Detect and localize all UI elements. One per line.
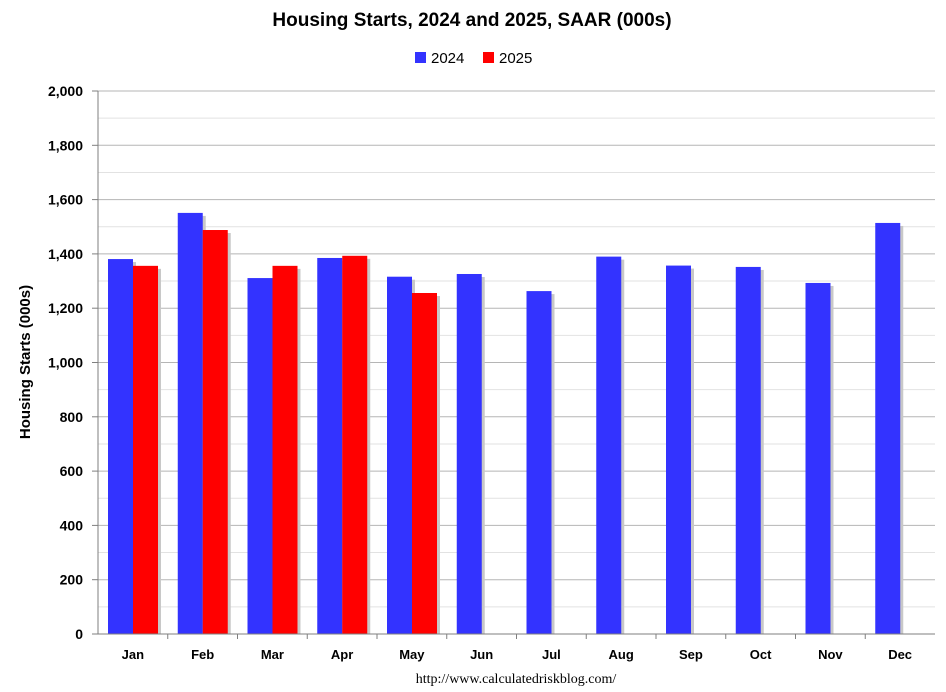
x-tick-label: May	[399, 647, 425, 662]
x-tick-labels: Jan Feb Mar Apr May Jun Jul Aug Sep Oct Nov Dec	[122, 647, 912, 662]
legend-swatch-2024	[415, 52, 426, 63]
legend-swatch-2025	[483, 52, 494, 63]
x-tick-label: Dec	[888, 647, 912, 662]
bar-2025-mar	[272, 265, 298, 634]
y-tick-label: 600	[60, 463, 84, 479]
bar-2024-jul	[526, 291, 552, 634]
bar-2025-feb	[202, 230, 228, 634]
x-tick-label: Jan	[122, 647, 144, 662]
legend: 2024 2025	[415, 50, 532, 67]
bar-2024-apr	[317, 257, 343, 634]
bar-2024-dec	[875, 222, 901, 634]
y-tick-label: 1,200	[48, 300, 83, 316]
y-tick-label: 1,600	[48, 192, 83, 208]
gridlines	[98, 90, 935, 608]
x-tick-label: Nov	[818, 647, 843, 662]
bar-2024-sep	[666, 265, 691, 634]
y-tick-label: 800	[60, 409, 84, 425]
x-tick-label: Oct	[750, 647, 772, 662]
bar-2024-aug	[596, 256, 622, 634]
bar-2025-may	[412, 292, 437, 634]
x-tick-label: Feb	[191, 647, 214, 662]
x-tick-label: Apr	[331, 647, 353, 662]
bar-2024-may	[387, 276, 412, 634]
bar-2024-oct	[735, 266, 761, 634]
x-tick-label: Sep	[679, 647, 703, 662]
x-tick-label: Aug	[608, 647, 633, 662]
y-tick-label: 1,400	[48, 246, 83, 262]
y-tick-label: 0	[75, 626, 83, 642]
y-tick-label: 200	[60, 572, 84, 588]
y-tick-label: 1,800	[48, 137, 83, 153]
x-tick-label: Jun	[470, 647, 493, 662]
bar-2024-jun	[456, 273, 482, 634]
legend-label-2025: 2025	[499, 50, 532, 67]
x-tick-label: Jul	[542, 647, 561, 662]
x-tick-label: Mar	[261, 647, 284, 662]
y-tick-label: 400	[60, 517, 84, 533]
source-url: http://www.calculatedriskblog.com/	[416, 672, 617, 687]
y-tick-labels: 0 200 400 600 800 1,000 1,200 1,400 1,600 1,800 2,…	[48, 83, 83, 642]
bar-2024-mar	[247, 278, 273, 634]
bar-2024-jan	[108, 259, 133, 634]
y-tick-label: 2,000	[48, 83, 83, 99]
bar-2025-apr	[342, 255, 368, 634]
bar-2024-feb	[177, 212, 203, 634]
y-tick-label: 1,000	[48, 355, 83, 371]
axes	[92, 90, 935, 639]
bar-2025-jan	[133, 265, 158, 634]
legend-label-2024: 2024	[431, 50, 464, 67]
bars	[108, 212, 904, 634]
chart-title: Housing Starts, 2024 and 2025, SAAR (000…	[272, 10, 671, 31]
bar-2024-nov	[805, 282, 831, 634]
y-axis-label: Housing Starts (000s)	[17, 285, 34, 439]
